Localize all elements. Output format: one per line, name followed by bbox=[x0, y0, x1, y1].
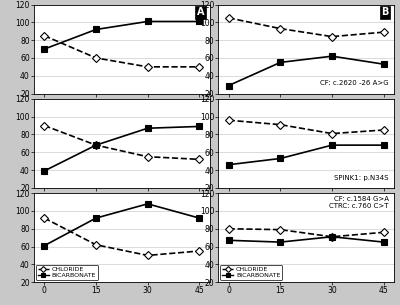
Text: CF: c.1584 G>A
CTRC: c.760 C>T: CF: c.1584 G>A CTRC: c.760 C>T bbox=[329, 196, 389, 209]
Text: CF: c.2620 -26 A>G: CF: c.2620 -26 A>G bbox=[320, 81, 389, 86]
Legend: CHLORIDE, BICARBONATE: CHLORIDE, BICARBONATE bbox=[36, 264, 98, 280]
Text: B: B bbox=[381, 7, 389, 17]
Text: A: A bbox=[197, 7, 204, 17]
Text: SPINK1: p.N34S: SPINK1: p.N34S bbox=[334, 175, 389, 181]
Legend: CHLORIDE, BICARBONATE: CHLORIDE, BICARBONATE bbox=[220, 264, 282, 280]
